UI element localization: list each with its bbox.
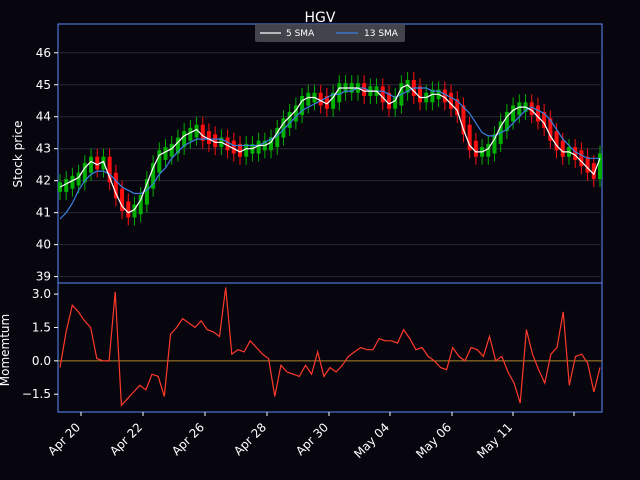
candle-body	[511, 105, 516, 122]
candle-body	[287, 111, 292, 128]
candle-body	[194, 124, 199, 138]
candle-body	[89, 156, 94, 173]
candle-body	[486, 143, 491, 157]
momentum-panel-frame	[57, 282, 603, 413]
candle-body	[269, 137, 274, 151]
momentum-line	[59, 287, 601, 407]
price-panel-frame	[57, 23, 603, 284]
legend-sma5-label: 5 SMA	[286, 29, 315, 39]
momentum-y-axis-label: Momemtum	[0, 314, 12, 386]
candle-body	[591, 163, 596, 180]
momentum-y-tick-label: 0.0	[32, 354, 51, 368]
candle-body	[95, 156, 100, 170]
candle-body	[461, 105, 466, 135]
candle-body	[225, 137, 230, 151]
candle-body	[256, 140, 261, 154]
candle-body	[182, 131, 187, 148]
candle-body	[337, 83, 342, 103]
candle-body	[200, 124, 205, 141]
candle-body	[492, 134, 497, 154]
candle-body	[473, 140, 478, 157]
candle-body	[405, 79, 410, 93]
candle-body	[467, 124, 472, 151]
candle-body	[120, 188, 125, 212]
price-y-tick-label: 40	[36, 238, 51, 252]
candle-body	[393, 95, 398, 109]
candle-body	[293, 105, 298, 122]
chart-title: HGV	[305, 10, 336, 26]
price-panel: 39 40 41 42 43 44 45 46 Stock price 5 SMA 13 SM…	[11, 23, 603, 284]
candle-body	[573, 147, 578, 160]
candle-body	[113, 172, 118, 199]
candle-body	[598, 153, 602, 180]
candle-body	[300, 95, 305, 116]
candle-body	[318, 92, 323, 106]
price-y-tick-label: 45	[36, 78, 51, 92]
candle-body	[206, 131, 211, 144]
candle-body	[579, 150, 584, 167]
candle-body	[144, 179, 149, 205]
candle-body	[132, 204, 137, 218]
price-y-tick-label: 39	[36, 270, 51, 284]
candle-body	[163, 147, 168, 160]
candle-body	[418, 86, 422, 103]
candle-body	[281, 118, 286, 138]
candle-body	[126, 201, 131, 218]
candle-body	[306, 92, 311, 106]
candle-body	[238, 143, 242, 157]
candle-body	[213, 134, 218, 148]
candle-body	[517, 102, 522, 116]
candle-body	[548, 118, 553, 141]
candle-body	[535, 105, 540, 122]
candle-body	[585, 156, 590, 173]
candle-body	[64, 179, 69, 192]
candle-body	[157, 150, 162, 173]
price-y-tick-label: 43	[36, 142, 51, 156]
candle-body	[430, 89, 435, 103]
candle-body	[386, 92, 391, 109]
price-y-tick-label: 41	[36, 206, 51, 220]
price-y-axis-label: Stock price	[11, 121, 25, 188]
candle-body	[542, 111, 547, 128]
legend-box	[255, 24, 405, 42]
candle-body	[442, 89, 447, 103]
price-grid	[58, 52, 602, 278]
candle-body	[275, 127, 280, 148]
candle-body	[107, 156, 112, 183]
sma5-line	[59, 84, 601, 214]
candle-body	[380, 86, 385, 103]
candle-body	[449, 92, 454, 109]
candle-body	[560, 140, 565, 157]
price-y-tick-label: 42	[36, 174, 51, 188]
candle-body	[70, 175, 75, 189]
candle-body	[138, 195, 143, 215]
candle-body	[529, 102, 534, 116]
candle-body	[504, 111, 509, 132]
momentum-y-tick-label: −1.5	[22, 387, 51, 401]
momentum-y-ticks: −1.5 0.0 1.5 3.0	[22, 287, 58, 401]
candle-body	[324, 95, 329, 109]
legend: 5 SMA 13 SMA	[255, 24, 405, 42]
candle-body	[175, 137, 180, 154]
sma13-line	[59, 87, 600, 220]
candle-body	[231, 140, 236, 154]
candle-body	[82, 163, 87, 183]
candle-body	[362, 83, 367, 96]
legend-sma13-label: 13 SMA	[364, 29, 399, 39]
candle-body	[554, 131, 559, 151]
price-y-tick-label: 46	[36, 46, 51, 60]
momentum-panel: −1.5 0.0 1.5 3.0 Momemtum	[0, 282, 603, 413]
candle-body	[151, 163, 156, 189]
candle-body	[169, 143, 174, 157]
momentum-y-tick-label: 1.5	[32, 320, 51, 334]
candle-body	[455, 99, 460, 116]
candle-body	[331, 92, 336, 109]
price-y-tick-label: 44	[36, 110, 51, 124]
candle-body	[188, 127, 193, 141]
candle-body	[76, 172, 81, 186]
price-y-ticks: 39 40 41 42 43 44 45 46	[36, 46, 58, 284]
candle-body	[244, 143, 249, 157]
momentum-y-tick-label: 3.0	[32, 287, 51, 301]
